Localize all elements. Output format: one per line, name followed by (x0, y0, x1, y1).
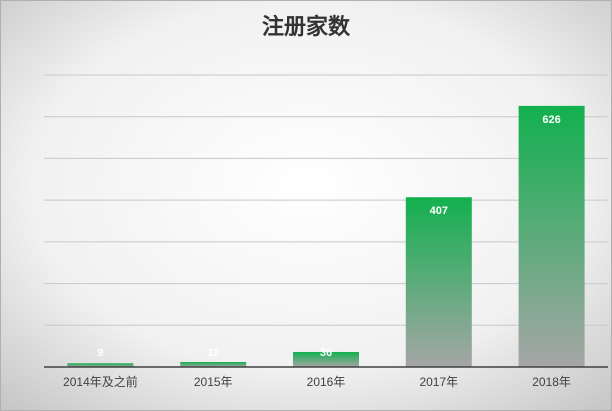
x-tick-label: 2014年及之前 (63, 374, 138, 389)
x-tick-label: 2015年 (194, 375, 233, 389)
x-tick-label: 2016年 (307, 375, 346, 389)
value-label: 9 (97, 347, 103, 359)
bar (180, 361, 247, 367)
bar (518, 105, 585, 368)
x-tick-label: 2018年 (532, 375, 571, 389)
value-label: 407 (430, 205, 448, 217)
chart-title: 注册家数 (262, 14, 351, 39)
x-tick-label: 2017年 (419, 375, 458, 389)
value-label: 626 (542, 114, 560, 126)
value-label: 12 (207, 347, 219, 359)
bar (405, 197, 472, 367)
value-label: 36 (320, 347, 332, 359)
bar (293, 351, 359, 367)
bar (67, 363, 134, 367)
